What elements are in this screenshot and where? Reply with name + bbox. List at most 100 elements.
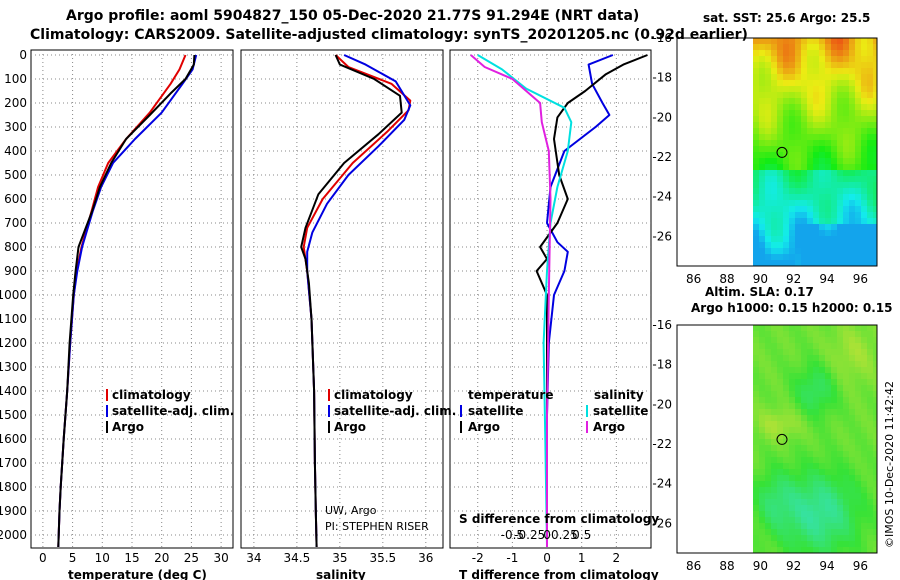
map-cell (819, 92, 826, 99)
sst-argo-position-marker (776, 146, 788, 158)
map-cell (789, 505, 796, 512)
t-difference-axis-label: T difference from climatology (459, 568, 659, 580)
map-cell (819, 170, 826, 177)
map-cell (789, 92, 796, 99)
map-cell (801, 397, 808, 404)
map-cell (831, 176, 838, 183)
map-cell (861, 86, 868, 93)
map-cell (813, 379, 820, 386)
map-cell (861, 50, 868, 57)
map-cell (789, 535, 796, 542)
map-cell (759, 343, 766, 350)
map-cell (795, 104, 802, 111)
map-cell (783, 44, 790, 51)
map-cell (831, 152, 838, 159)
map-cell (753, 92, 760, 99)
temperature-x-tick-label: 10 (95, 551, 110, 565)
map-cell (777, 457, 784, 464)
map-cell (765, 74, 772, 81)
map-cell (789, 158, 796, 165)
map-cell (801, 128, 808, 135)
map-cell (837, 433, 844, 440)
map-cell (819, 541, 826, 548)
map-cell (831, 62, 838, 69)
map-cell (759, 481, 766, 488)
map-cell (819, 361, 826, 368)
map-cell (813, 499, 820, 506)
map-cell (753, 260, 760, 266)
map-cell (837, 475, 844, 482)
map-cell (855, 535, 862, 542)
map-cell (837, 343, 844, 350)
map-cell (807, 355, 814, 362)
map-cell (753, 146, 760, 153)
map-cell (813, 104, 820, 111)
map-cell (771, 44, 778, 51)
map-cell (867, 260, 874, 266)
map-cell (861, 200, 868, 207)
map-cell (765, 541, 772, 548)
map-cell (777, 463, 784, 470)
map-cell (789, 230, 796, 237)
map-cell (789, 110, 796, 117)
map-cell (783, 367, 790, 374)
map-cell (873, 541, 877, 548)
map-cell (861, 218, 868, 225)
map-cell (807, 134, 814, 141)
depth-tick-label: 1000 (0, 288, 27, 302)
map-cell (819, 337, 826, 344)
map-cell (807, 469, 814, 476)
map-cell (789, 445, 796, 452)
map-cell (819, 391, 826, 398)
map-cell (819, 451, 826, 458)
map-cell (783, 38, 790, 45)
map-cell (837, 487, 844, 494)
map-cell (813, 385, 820, 392)
map-cell (819, 74, 826, 81)
map-lon-tick-label: 96 (853, 559, 868, 573)
map-cell (849, 158, 856, 165)
map-cell (813, 343, 820, 350)
map-cell (819, 158, 826, 165)
map-cell (801, 391, 808, 398)
map-cell (849, 349, 856, 356)
map-cell (795, 535, 802, 542)
map-cell (759, 50, 766, 57)
map-cell (813, 188, 820, 195)
map-cell (801, 176, 808, 183)
map-cell (837, 38, 844, 45)
map-cell (819, 80, 826, 87)
map-cell (837, 194, 844, 201)
map-cell (819, 116, 826, 123)
map-cell (867, 128, 874, 135)
map-cell (819, 349, 826, 356)
map-cell (855, 164, 862, 171)
map-cell (861, 505, 868, 512)
map-cell (777, 50, 784, 57)
map-cell (765, 260, 772, 266)
map-cell (783, 487, 790, 494)
map-cell (849, 200, 856, 207)
map-cell (783, 469, 790, 476)
map-cell (789, 98, 796, 105)
map-cell (813, 110, 820, 117)
map-cell (873, 224, 877, 231)
map-cell (855, 469, 862, 476)
map-cell (753, 529, 760, 536)
map-cell (777, 254, 784, 261)
map-cell (837, 325, 844, 332)
map-cell (753, 116, 760, 123)
map-cell (831, 439, 838, 446)
map-cell (777, 397, 784, 404)
map-cell (807, 38, 814, 45)
legend-satellite-adj: satellite-adj. clim. (112, 404, 234, 418)
map-cell (873, 206, 877, 213)
map-cell (771, 511, 778, 518)
map-cell (873, 200, 877, 207)
grid-layer (31, 50, 651, 548)
map-cell (801, 146, 808, 153)
map-cell (855, 421, 862, 428)
map-cell (795, 373, 802, 380)
map-cell (783, 499, 790, 506)
map-cell (855, 385, 862, 392)
